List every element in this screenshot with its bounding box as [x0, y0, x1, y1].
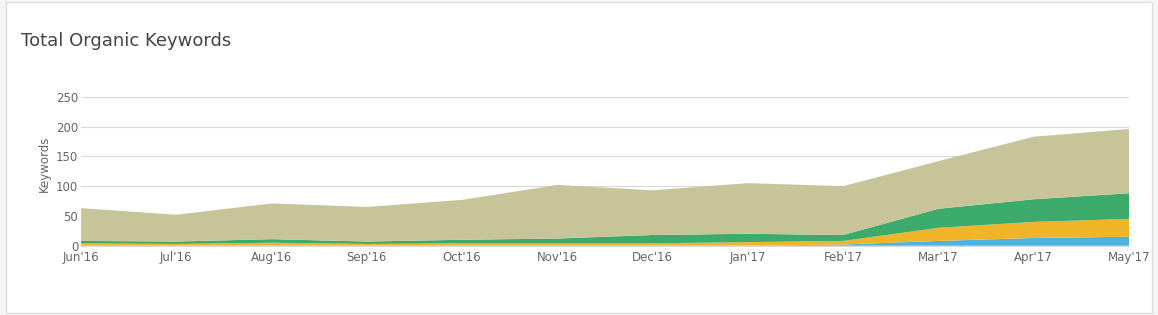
Y-axis label: Keywords: Keywords [37, 136, 51, 192]
Text: Total Organic Keywords: Total Organic Keywords [21, 32, 232, 49]
